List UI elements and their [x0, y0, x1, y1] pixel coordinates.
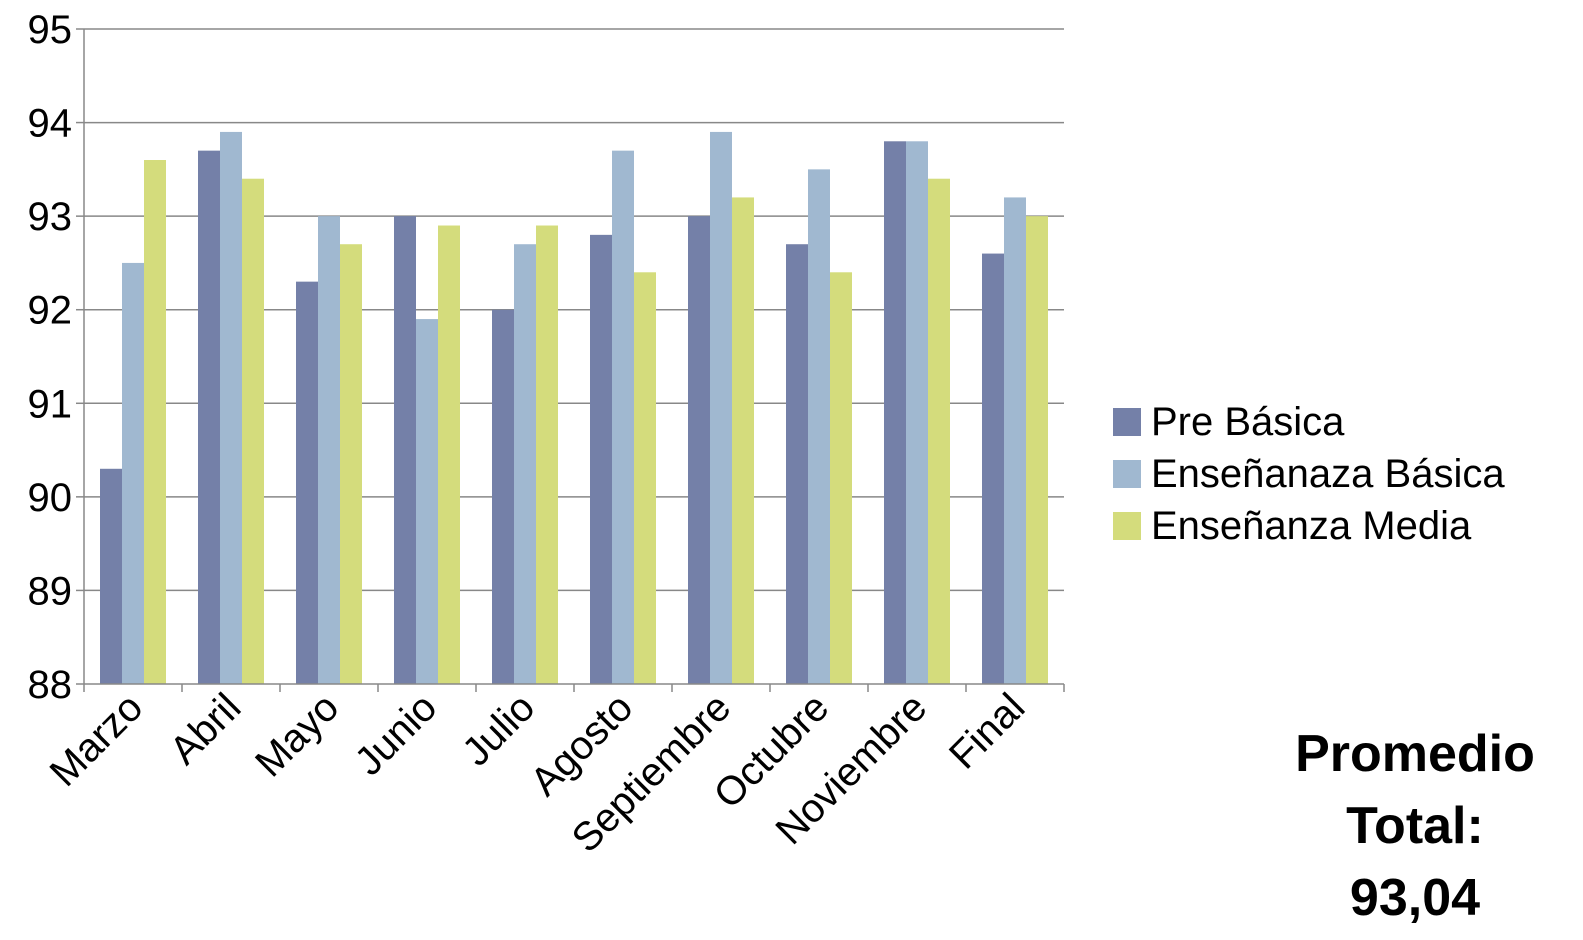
bar-ense-anaza-b-sica-mayo — [318, 216, 340, 684]
bar-pre-b-sica-octubre — [786, 244, 808, 684]
bar-pre-b-sica-mayo — [296, 281, 318, 684]
bar-ense-anza-media-agosto — [634, 272, 656, 684]
bar-ense-anza-media-abril — [242, 178, 264, 684]
bar-ense-anza-media-mayo — [340, 244, 362, 684]
bar-ense-anaza-b-sica-junio — [416, 319, 438, 684]
bar-pre-b-sica-marzo — [100, 468, 122, 684]
x-tick-label: Junio — [347, 685, 446, 784]
total-label-line1: Promedio — [1295, 725, 1535, 783]
y-tick-label: 95 — [28, 8, 73, 52]
legend-item-ensenanza-basica: Enseñanaza Básica — [1113, 448, 1505, 500]
y-tick-label: 94 — [28, 102, 73, 146]
bar-ense-anaza-b-sica-julio — [514, 244, 536, 684]
x-tick-label: Abril — [162, 685, 250, 773]
bar-ense-anaza-b-sica-octubre — [808, 169, 830, 684]
total-average-annotation: Promedio Total: 93,04 — [1250, 718, 1580, 934]
bar-ense-anza-media-septiembre — [732, 197, 754, 684]
axes — [76, 28, 1065, 692]
bar-pre-b-sica-julio — [492, 309, 514, 684]
legend: Pre Básica Enseñanaza Básica Enseñanza M… — [1113, 396, 1505, 552]
bar-ense-anaza-b-sica-marzo — [122, 262, 144, 684]
bar-pre-b-sica-final — [982, 253, 1004, 685]
bar-ense-anza-media-julio — [536, 225, 558, 684]
bar-ense-anza-media-noviembre — [928, 178, 950, 684]
bar-ense-anaza-b-sica-noviembre — [906, 141, 928, 685]
total-value: 93,04 — [1349, 869, 1481, 927]
y-tick-label: 92 — [28, 289, 73, 333]
y-tick-label: 88 — [28, 663, 73, 707]
bar-ense-anza-media-marzo — [144, 160, 166, 684]
y-tick-label: 90 — [28, 476, 73, 520]
bars — [100, 131, 1048, 685]
x-tick-label: Final — [941, 685, 1033, 777]
legend-swatch-pre-basica — [1113, 408, 1141, 436]
legend-label-ensenanza-basica: Enseñanaza Básica — [1151, 452, 1505, 496]
bar-ense-anaza-b-sica-agosto — [612, 150, 634, 685]
legend-label-ensenanza-media: Enseñanza Media — [1151, 504, 1472, 548]
legend-swatch-ensenanza-basica — [1113, 460, 1141, 488]
total-label-line2: Total: — [1346, 797, 1484, 855]
bar-ense-anza-media-junio — [438, 225, 460, 684]
y-tick-label: 93 — [28, 195, 73, 239]
bar-ense-anza-media-octubre — [830, 272, 852, 684]
bar-pre-b-sica-agosto — [590, 234, 612, 684]
y-tick-label: 89 — [28, 569, 73, 613]
legend-swatch-ensenanza-media — [1113, 512, 1141, 540]
legend-item-ensenanza-media: Enseñanza Media — [1113, 500, 1505, 552]
bar-pre-b-sica-septiembre — [688, 216, 710, 684]
bar-pre-b-sica-abril — [198, 150, 220, 685]
legend-item-pre-basica: Pre Básica — [1113, 396, 1505, 448]
bar-pre-b-sica-noviembre — [884, 141, 906, 685]
y-tick-label: 91 — [28, 382, 73, 426]
legend-label-pre-basica: Pre Básica — [1151, 400, 1345, 444]
x-tick-label: Julio — [454, 685, 543, 774]
bar-ense-anza-media-final — [1026, 216, 1048, 684]
bar-ense-anaza-b-sica-septiembre — [710, 131, 732, 684]
bar-ense-anaza-b-sica-abril — [220, 131, 242, 684]
x-tick-label: Mayo — [247, 685, 347, 785]
bar-ense-anaza-b-sica-final — [1004, 197, 1026, 684]
bar-pre-b-sica-junio — [394, 216, 416, 684]
